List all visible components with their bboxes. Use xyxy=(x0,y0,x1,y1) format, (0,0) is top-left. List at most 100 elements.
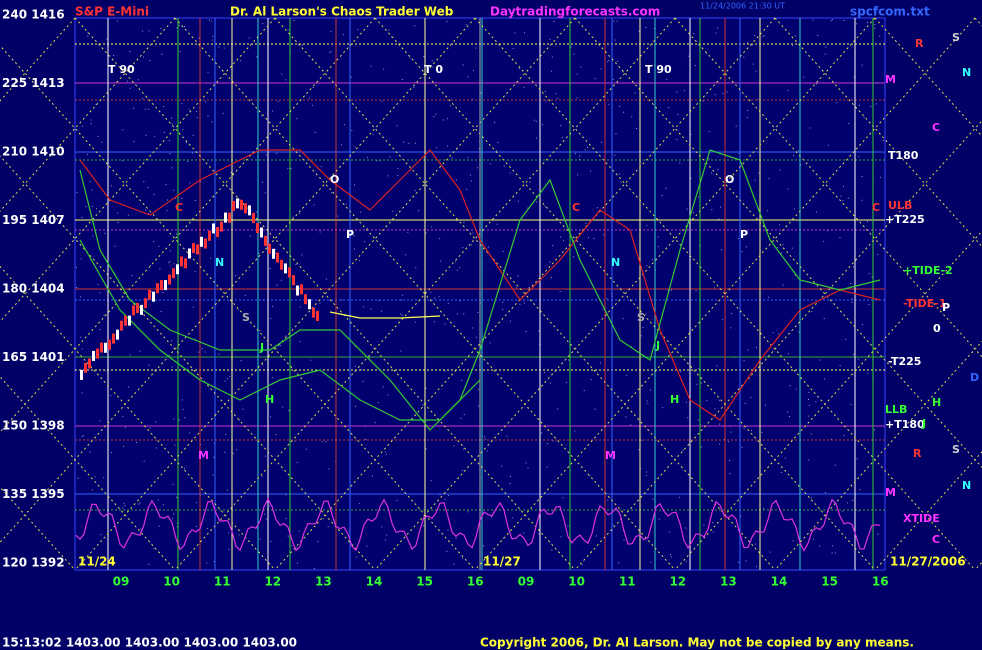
star xyxy=(809,127,811,129)
plot-label: O xyxy=(330,173,339,186)
diag xyxy=(0,376,176,571)
star xyxy=(652,259,654,261)
star xyxy=(561,136,563,138)
star xyxy=(813,538,815,540)
star xyxy=(322,441,324,443)
right-label: LLB xyxy=(885,403,907,416)
star xyxy=(238,534,240,536)
star xyxy=(76,192,78,194)
star xyxy=(580,66,582,68)
star xyxy=(646,400,648,402)
star xyxy=(381,526,383,528)
star xyxy=(579,155,581,157)
candle xyxy=(284,263,287,274)
star xyxy=(173,513,175,515)
star xyxy=(700,382,702,384)
star xyxy=(726,91,728,93)
star xyxy=(645,475,647,477)
star xyxy=(161,53,163,55)
star xyxy=(172,483,174,485)
star xyxy=(842,200,844,202)
star xyxy=(800,164,802,166)
star xyxy=(610,293,612,295)
star xyxy=(447,529,449,531)
star xyxy=(367,156,369,158)
star xyxy=(185,229,187,231)
star xyxy=(354,248,356,250)
star xyxy=(259,330,261,332)
star xyxy=(533,119,535,121)
star xyxy=(702,100,704,102)
x-tick-label: 16 xyxy=(872,575,889,589)
star xyxy=(851,301,853,303)
star xyxy=(442,119,444,121)
star xyxy=(740,515,742,517)
plot-label: C xyxy=(175,201,183,214)
star xyxy=(808,398,810,400)
star xyxy=(401,78,403,80)
star xyxy=(370,65,372,67)
star xyxy=(676,91,678,93)
star xyxy=(145,134,147,136)
star xyxy=(519,67,521,69)
star xyxy=(204,351,206,353)
candle xyxy=(304,294,307,305)
right-label: +T180 xyxy=(885,418,925,431)
star xyxy=(129,354,131,356)
star xyxy=(551,56,553,58)
star xyxy=(81,392,83,394)
star xyxy=(528,286,530,288)
star xyxy=(851,298,853,300)
plot-label: C xyxy=(572,201,580,214)
candle xyxy=(160,280,163,291)
star xyxy=(97,135,99,137)
star xyxy=(165,184,167,186)
star xyxy=(169,261,171,263)
star xyxy=(187,161,189,163)
star xyxy=(612,78,614,80)
star xyxy=(425,232,427,234)
star xyxy=(650,389,652,391)
star xyxy=(433,116,435,118)
plot-label: T 90 xyxy=(645,63,672,76)
star xyxy=(149,60,151,62)
star xyxy=(497,141,499,143)
star xyxy=(856,23,858,25)
star xyxy=(301,254,303,256)
star xyxy=(685,527,687,529)
star xyxy=(77,477,79,479)
star xyxy=(89,451,91,453)
right-label: S xyxy=(952,443,960,456)
star xyxy=(296,118,298,120)
star xyxy=(280,279,282,281)
star xyxy=(159,268,161,270)
star xyxy=(618,562,620,564)
star xyxy=(167,199,169,201)
star xyxy=(397,175,399,177)
star xyxy=(787,90,789,92)
star xyxy=(679,371,681,373)
star xyxy=(248,37,250,39)
status: 15:13:02 1403.00 1403.00 1403.00 1403.00 xyxy=(2,636,297,650)
plot-label: P xyxy=(740,228,748,241)
star xyxy=(509,475,511,477)
candle xyxy=(224,212,227,223)
star xyxy=(529,181,531,183)
star xyxy=(418,210,420,212)
star xyxy=(682,449,684,451)
star xyxy=(244,294,246,296)
star xyxy=(293,19,295,21)
star xyxy=(638,449,640,451)
star xyxy=(782,244,784,246)
star xyxy=(87,35,89,37)
star xyxy=(871,276,873,278)
star xyxy=(467,76,469,78)
star xyxy=(589,475,591,477)
star xyxy=(408,142,410,144)
candle xyxy=(236,198,239,209)
plot-label: N xyxy=(215,256,224,269)
star xyxy=(778,333,780,335)
star xyxy=(768,178,770,180)
candle xyxy=(216,227,219,238)
star xyxy=(163,105,165,107)
